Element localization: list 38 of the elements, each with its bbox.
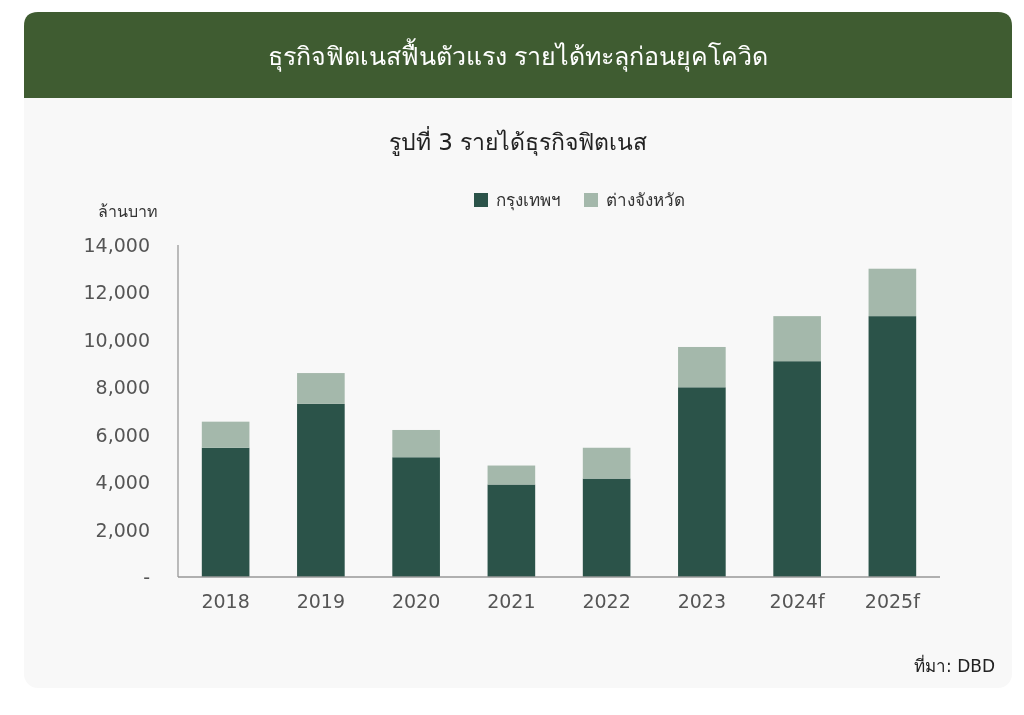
bar [487,484,536,577]
y-tick-label: 4,000 [95,471,150,494]
bar [773,361,821,577]
bar [678,346,726,388]
y-tick-label: 14,000 [83,234,150,256]
x-tick-label: 2025f [864,590,922,612]
bar [392,457,440,577]
bar [582,447,631,479]
bar [487,465,536,485]
bar [678,387,726,577]
x-tick-label: 2022 [582,590,631,612]
bar [868,316,917,577]
bar [201,421,250,448]
chart-subtitle: รูปที่ 3 รายได้ธุรกิจฟิตเนส [388,126,648,156]
x-tick-label: 2024f [769,590,826,612]
y-tick-label: 10,000 [83,328,150,351]
y-tick-label: 12,000 [83,281,150,304]
chart-title: ธุรกิจฟิตเนสฟื้นตัวแรง รายได้ทะลุก่อนยุคโควิด [267,38,769,72]
bar [297,403,345,577]
bar [392,429,440,458]
y-tick-label: - [143,566,150,588]
legend-label: ต่างจังหวัด [606,190,685,210]
x-tick-label: 2019 [296,590,346,612]
x-tick-label: 2020 [391,590,441,612]
y-axis-title: ล้านบาท [98,202,158,221]
bar [868,268,917,317]
bar [773,316,821,362]
x-tick-label: 2018 [201,590,250,612]
bar [297,373,345,404]
y-tick-label: 2,000 [95,518,150,541]
x-tick-label: 2021 [487,590,536,612]
text: ที่มา: DBD [914,654,995,676]
bar [582,478,631,577]
legend-label: กรุงเทพฯ [496,190,561,211]
bar [201,447,250,577]
y-tick-label: 6,000 [95,423,150,446]
x-tick-label: 2023 [677,590,727,612]
y-tick-label: 8,000 [95,376,150,399]
